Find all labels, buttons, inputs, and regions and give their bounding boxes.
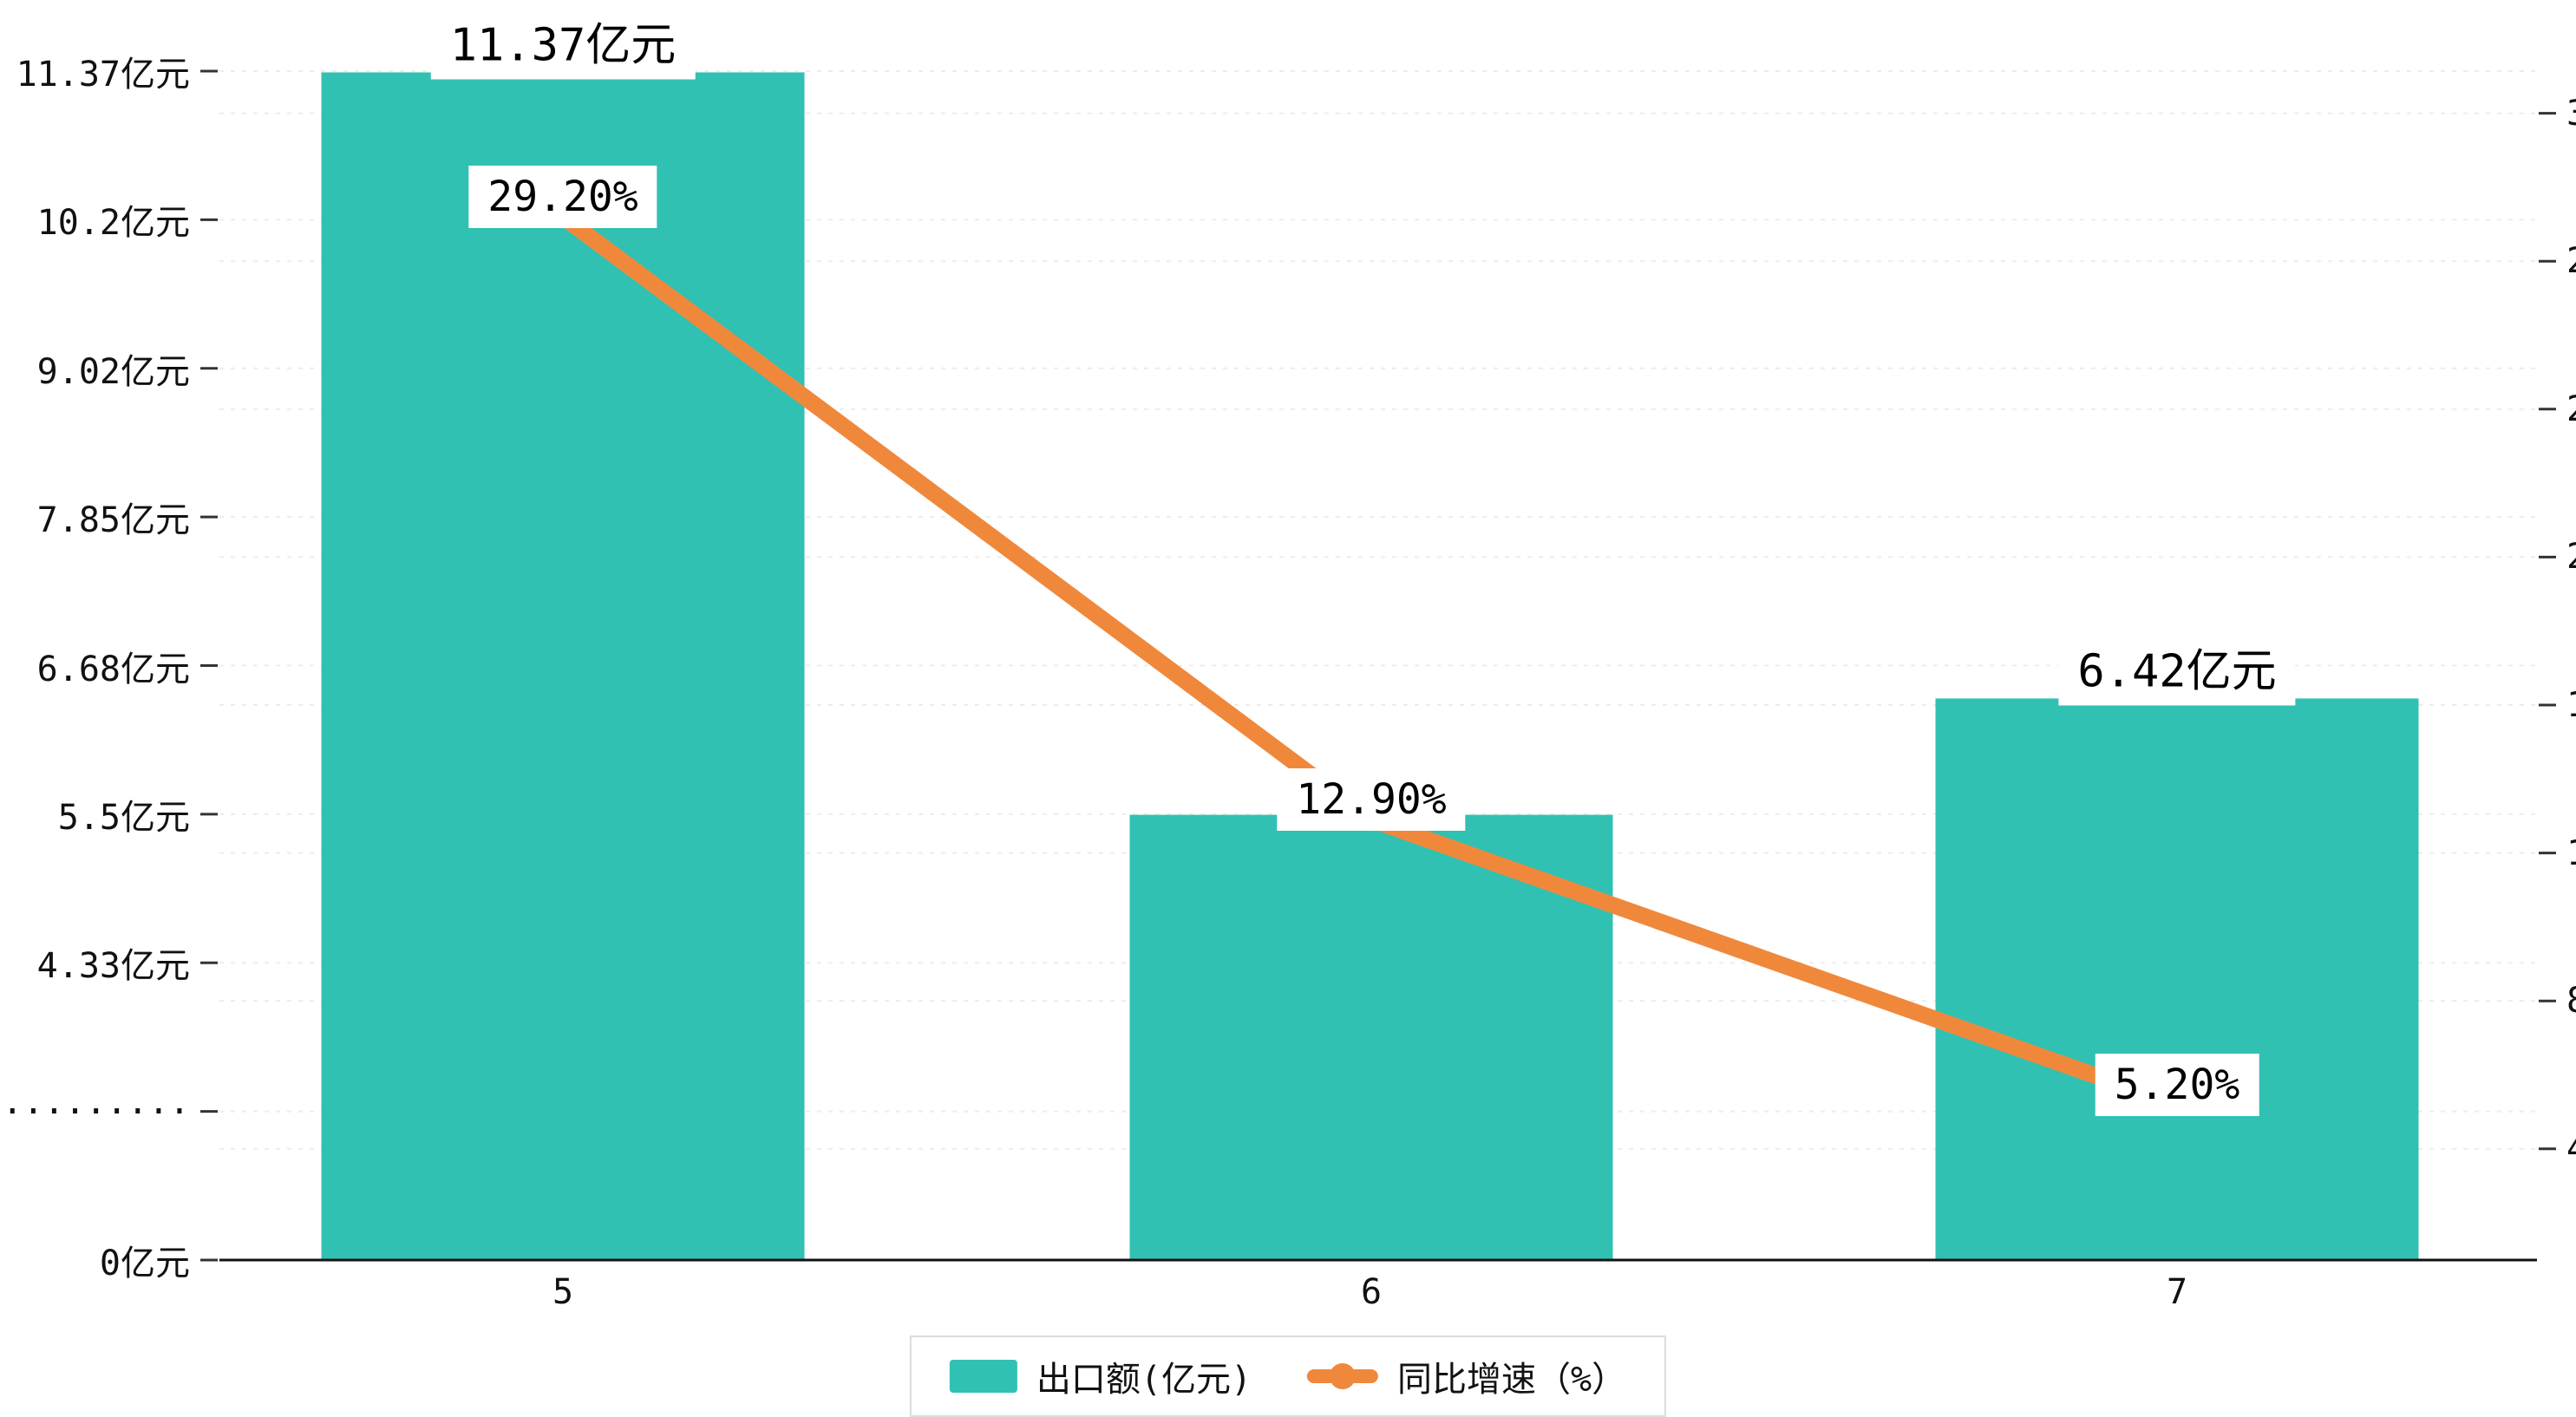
growth-point-month-5[interactable] — [552, 206, 574, 229]
bar-month-6[interactable] — [1129, 814, 1613, 1260]
bar-month-7[interactable] — [1935, 698, 2419, 1260]
bar-month-5[interactable] — [321, 72, 805, 1260]
legend-item-export-value[interactable]: 出口额(亿元) — [949, 1351, 1252, 1401]
legend: 出口额(亿元) 同比增速（%） — [909, 1335, 1667, 1417]
line-series-label: 同比增速（%） — [1397, 1360, 1627, 1400]
line-series-swatch-icon — [1307, 1363, 1379, 1389]
growth-point-month-6[interactable] — [1360, 808, 1383, 832]
line-series-dot-icon — [1330, 1363, 1357, 1389]
legend-item-growth-rate[interactable]: 同比增速（%） — [1307, 1351, 1626, 1401]
growth-point-month-7[interactable] — [2166, 1093, 2188, 1116]
bar-series-swatch-icon — [949, 1360, 1017, 1393]
bar-series-label: 出口额(亿元) — [1036, 1360, 1252, 1400]
